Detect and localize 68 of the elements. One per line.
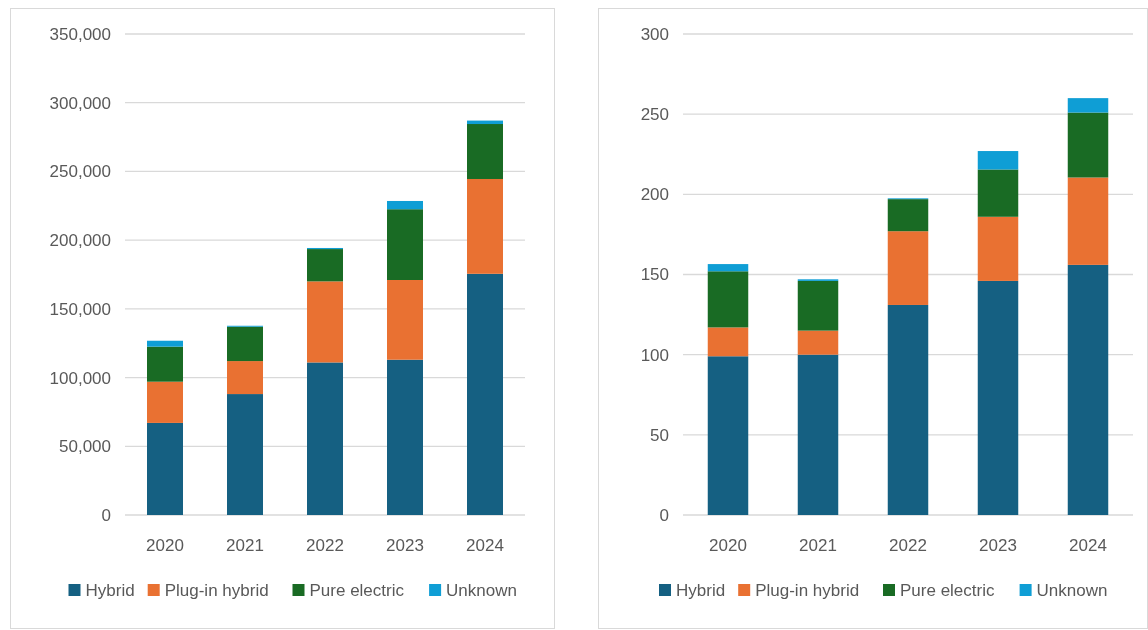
legend-label: Hybrid: [676, 580, 726, 600]
y-tick-label: 100: [640, 345, 669, 365]
x-tick-label: 2021: [799, 536, 837, 555]
x-tick-label: 2020: [146, 536, 184, 555]
bar: [977, 169, 1019, 217]
y-tick-label: 100,000: [49, 368, 111, 388]
bar: [977, 280, 1019, 515]
legend-label: Unknown: [1036, 580, 1108, 600]
bar: [797, 330, 839, 355]
bar: [467, 273, 503, 515]
bar: [147, 340, 183, 347]
x-tick-label: 2022: [889, 536, 927, 555]
legend-label: Unknown: [446, 580, 517, 600]
y-tick-label: 0: [101, 505, 111, 525]
bar: [977, 151, 1019, 170]
y-tick-label: 200: [640, 185, 669, 205]
legend-label: Hybrid: [85, 580, 135, 600]
bar: [147, 422, 183, 515]
bar: [227, 394, 263, 515]
bar: [707, 271, 749, 328]
x-tick-label: 2023: [386, 536, 424, 555]
bar: [467, 178, 503, 274]
bar: [707, 264, 749, 272]
bar: [887, 231, 929, 305]
bar: [307, 281, 343, 363]
x-tick-label: 2024: [466, 536, 504, 555]
x-tick-label: 2020: [709, 536, 747, 555]
x-tick-label: 2022: [306, 536, 344, 555]
y-tick-label: 300,000: [49, 93, 111, 113]
y-tick-label: 0: [659, 505, 669, 525]
x-tick-label: 2021: [226, 536, 264, 555]
bar: [887, 304, 929, 515]
legend-label: Plug-in hybrid: [164, 580, 269, 600]
bar: [797, 280, 839, 331]
bar: [307, 362, 343, 515]
y-tick-label: 300: [640, 24, 669, 44]
x-tick-label: 2024: [1069, 536, 1107, 555]
bar: [707, 356, 749, 515]
bar: [797, 354, 839, 515]
legend-label: Pure electric: [900, 580, 995, 600]
bar: [387, 359, 423, 515]
x-tick-label: 2023: [979, 536, 1017, 555]
legend-label: Plug-in hybrid: [755, 580, 860, 600]
y-tick-label: 250,000: [49, 162, 111, 182]
bar: [387, 280, 423, 360]
y-tick-label: 50: [650, 425, 669, 445]
bar: [307, 249, 343, 282]
y-tick-label: 150,000: [49, 299, 111, 319]
bar: [1067, 112, 1109, 178]
bar: [1067, 98, 1109, 113]
bar: [1067, 177, 1109, 265]
legend-label: Pure electric: [309, 580, 405, 600]
y-tick-label: 150: [640, 265, 669, 285]
bar: [147, 381, 183, 423]
y-tick-label: 350,000: [49, 24, 111, 44]
bar: [467, 124, 503, 179]
bar: [387, 209, 423, 280]
bar: [887, 199, 929, 232]
bar: [227, 326, 263, 362]
bar: [977, 216, 1019, 281]
bar: [147, 346, 183, 382]
bar: [1067, 264, 1109, 515]
y-tick-label: 200,000: [49, 231, 111, 251]
bar: [227, 361, 263, 395]
bar: [707, 327, 749, 357]
y-tick-label: 250: [640, 105, 669, 125]
bar: [387, 200, 423, 210]
y-tick-label: 50,000: [59, 437, 111, 457]
